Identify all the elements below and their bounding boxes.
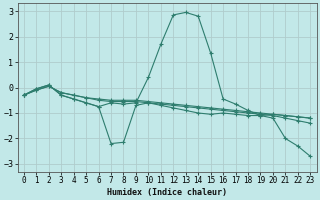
X-axis label: Humidex (Indice chaleur): Humidex (Indice chaleur)	[107, 188, 227, 197]
